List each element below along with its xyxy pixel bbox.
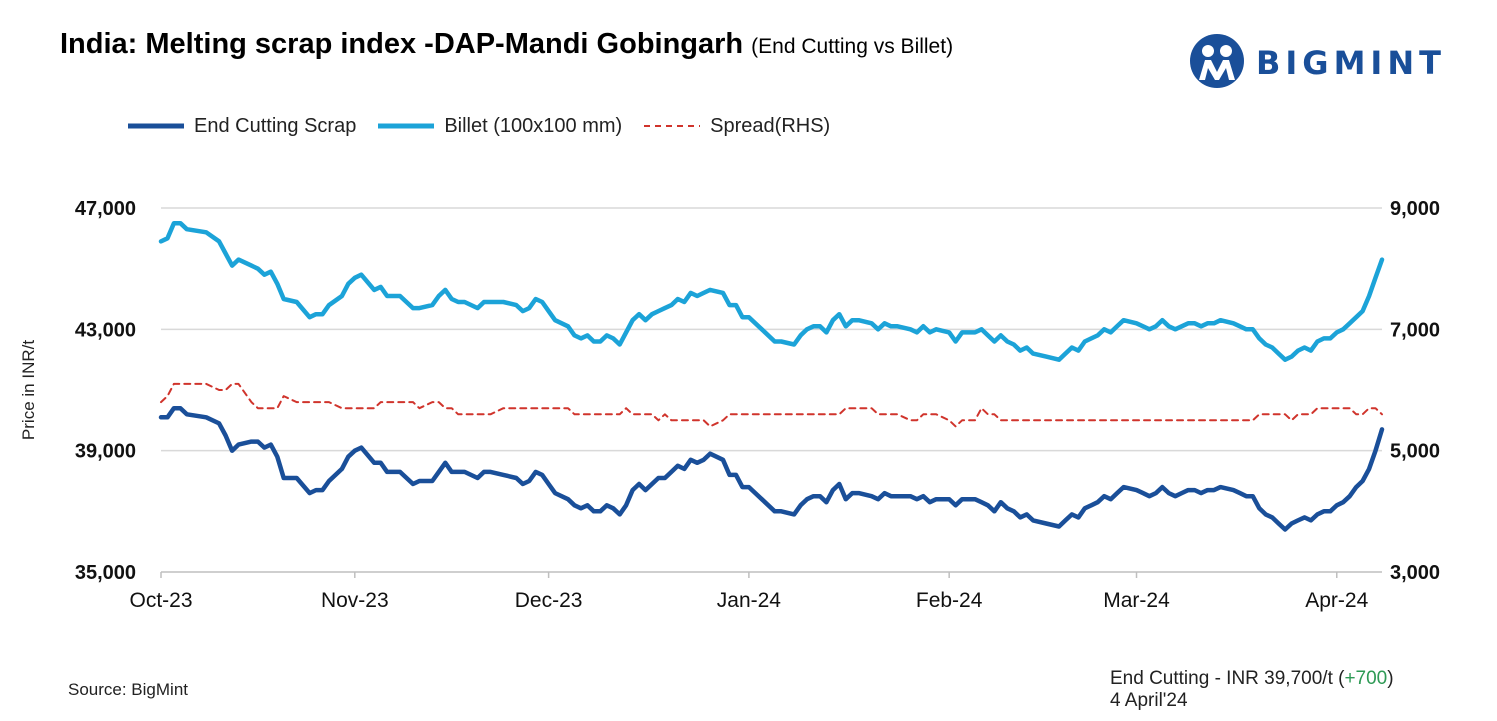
y-tick-label-left: 43,000 [75, 319, 136, 341]
legend-swatch-end-cutting [128, 123, 184, 129]
x-tick-label: Feb-24 [916, 589, 983, 612]
y-tick-label-left: 35,000 [75, 562, 136, 584]
legend-swatch-billet [378, 123, 435, 129]
series-line-end-cutting [158, 405, 1385, 532]
y-tick-label-left: 47,000 [75, 198, 136, 220]
latest-price-note: End Cutting - INR 39,700/t (+700) 4 Apri… [1110, 668, 1394, 712]
series-line-spread [160, 382, 1383, 428]
logo-text: BIGMINT [1256, 44, 1446, 82]
legend-swatch-spread [644, 125, 701, 127]
y-axis-title: Price in INR/t [19, 340, 38, 440]
logo-mark-icon [1190, 34, 1244, 88]
y-tick-label-right: 7,000 [1390, 319, 1440, 341]
series-line-billet [158, 220, 1385, 362]
x-tick-label: Jan-24 [717, 589, 782, 612]
legend-item-end-cutting: End Cutting Scrap [128, 115, 356, 138]
y-tick-label-left: 39,000 [75, 441, 136, 463]
y-tick-label-right: 3,000 [1390, 562, 1440, 584]
bigmint-logo: BIGMINT [1188, 32, 1478, 90]
legend-label-billet: Billet (100x100 mm) [444, 114, 623, 137]
legend-item-spread: Spread(RHS) [644, 115, 830, 138]
y-tick-label-right: 9,000 [1390, 198, 1440, 220]
chart-subtitle: (End Cutting vs Billet) [751, 35, 954, 58]
chart-title: India: Melting scrap index -DAP-Mandi Go… [60, 28, 953, 61]
chart-title-main: India: Melting scrap index -DAP-Mandi Go… [60, 28, 744, 60]
x-tick-label: Nov-23 [321, 589, 389, 612]
legend-label-end-cutting: End Cutting Scrap [194, 114, 357, 137]
legend: End Cutting Scrap Billet (100x100 mm) Sp… [128, 112, 852, 140]
x-tick-label: Oct-23 [129, 589, 192, 612]
x-tick-label: Apr-24 [1305, 589, 1368, 612]
latest-price-prefix: End Cutting - INR 39,700/t ( [1110, 668, 1345, 689]
source-note: Source: BigMint [68, 680, 188, 699]
latest-price-line: End Cutting - INR 39,700/t (+700) [1110, 668, 1394, 690]
x-tick-label: Dec-23 [515, 589, 583, 612]
legend-item-billet: Billet (100x100 mm) [378, 115, 622, 138]
legend-label-spread: Spread(RHS) [710, 114, 831, 137]
y-tick-label-right: 5,000 [1390, 441, 1440, 463]
latest-price-date: 4 April'24 [1110, 690, 1188, 711]
x-tick-label: Mar-24 [1103, 589, 1170, 612]
latest-price-change: +700 [1344, 668, 1388, 689]
latest-price-suffix: ) [1387, 668, 1394, 689]
